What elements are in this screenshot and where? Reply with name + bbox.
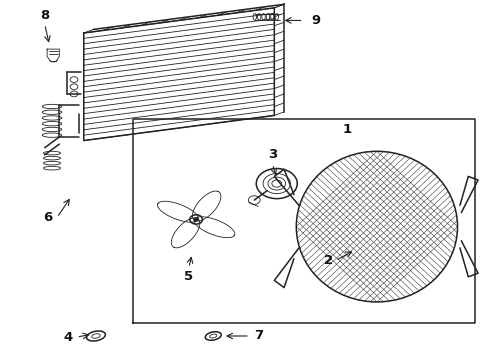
- Text: 3: 3: [268, 148, 277, 161]
- Text: 7: 7: [254, 329, 263, 342]
- Text: 1: 1: [343, 123, 352, 136]
- Text: 9: 9: [311, 14, 320, 27]
- Circle shape: [194, 218, 198, 221]
- Text: 8: 8: [40, 9, 49, 22]
- Text: 5: 5: [184, 270, 194, 283]
- Text: 6: 6: [44, 211, 53, 224]
- Text: 4: 4: [63, 330, 72, 343]
- Text: 2: 2: [323, 254, 333, 267]
